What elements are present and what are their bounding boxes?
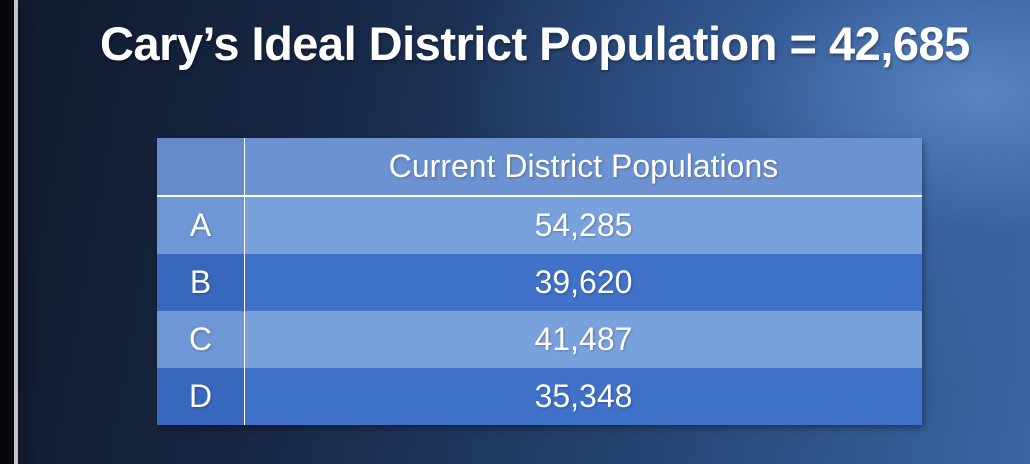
district-label: C xyxy=(157,311,245,368)
table-header-row: Current District Populations xyxy=(157,138,922,197)
district-population: 41,487 xyxy=(244,311,922,368)
table-row: D 35,348 xyxy=(157,368,922,425)
population-column-header: Current District Populations xyxy=(244,138,922,197)
district-population-table: Current District Populations A 54,285 B … xyxy=(157,138,922,425)
slide-accent-shadow xyxy=(18,0,38,464)
table-row: A 54,285 xyxy=(157,196,922,254)
district-population: 39,620 xyxy=(244,254,922,311)
district-label: D xyxy=(157,368,245,425)
district-column-header xyxy=(157,138,245,197)
slide-accent-bar xyxy=(14,0,18,464)
district-population: 35,348 xyxy=(244,368,922,425)
table-row: B 39,620 xyxy=(157,254,922,311)
slide-title: Cary’s Ideal District Population = 42,68… xyxy=(100,17,970,70)
district-label: A xyxy=(157,196,245,254)
district-population: 54,285 xyxy=(244,196,922,254)
video-frame-edge xyxy=(0,0,14,464)
table-row: C 41,487 xyxy=(157,311,922,368)
district-label: B xyxy=(157,254,245,311)
